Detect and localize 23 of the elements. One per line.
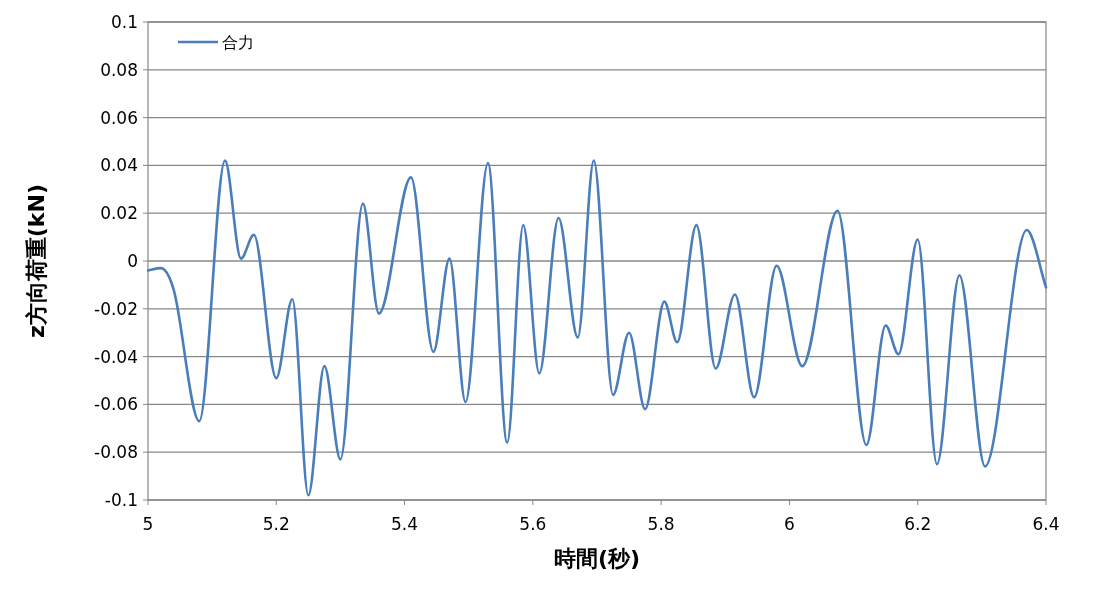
x-tick-label: 6 xyxy=(784,514,795,534)
x-tick-label: 6.4 xyxy=(1032,514,1060,534)
x-tick-label: 5 xyxy=(142,514,154,534)
y-tick-label: -0.08 xyxy=(94,442,138,463)
x-tick-label: 5.2 xyxy=(262,514,290,534)
x-tick-label: 5.6 xyxy=(519,514,547,534)
legend-label: 合力 xyxy=(222,33,254,52)
y-tick-label: 0.1 xyxy=(110,12,138,32)
line-series xyxy=(146,159,1048,497)
y-tick-label: -0.04 xyxy=(94,346,138,367)
x-tick-label: 5.8 xyxy=(647,514,675,534)
x-axis-title: 時間(秒) xyxy=(553,546,641,571)
y-tick-label: -0.1 xyxy=(104,490,138,510)
y-tick-label: -0.02 xyxy=(94,298,138,319)
y-tick-label: 0.04 xyxy=(100,155,138,176)
y-tick-label: -0.06 xyxy=(94,394,138,415)
y-tick-label: 0 xyxy=(127,251,138,271)
y-axis-title: z方向荷重(kN) xyxy=(24,184,49,338)
x-tick-label: 5.4 xyxy=(391,514,419,534)
y-tick-label: 0.08 xyxy=(100,59,138,80)
y-tick-label: 0.06 xyxy=(100,107,138,128)
x-tick-label: 6.2 xyxy=(904,514,932,534)
y-tick-label: 0.02 xyxy=(100,203,138,224)
